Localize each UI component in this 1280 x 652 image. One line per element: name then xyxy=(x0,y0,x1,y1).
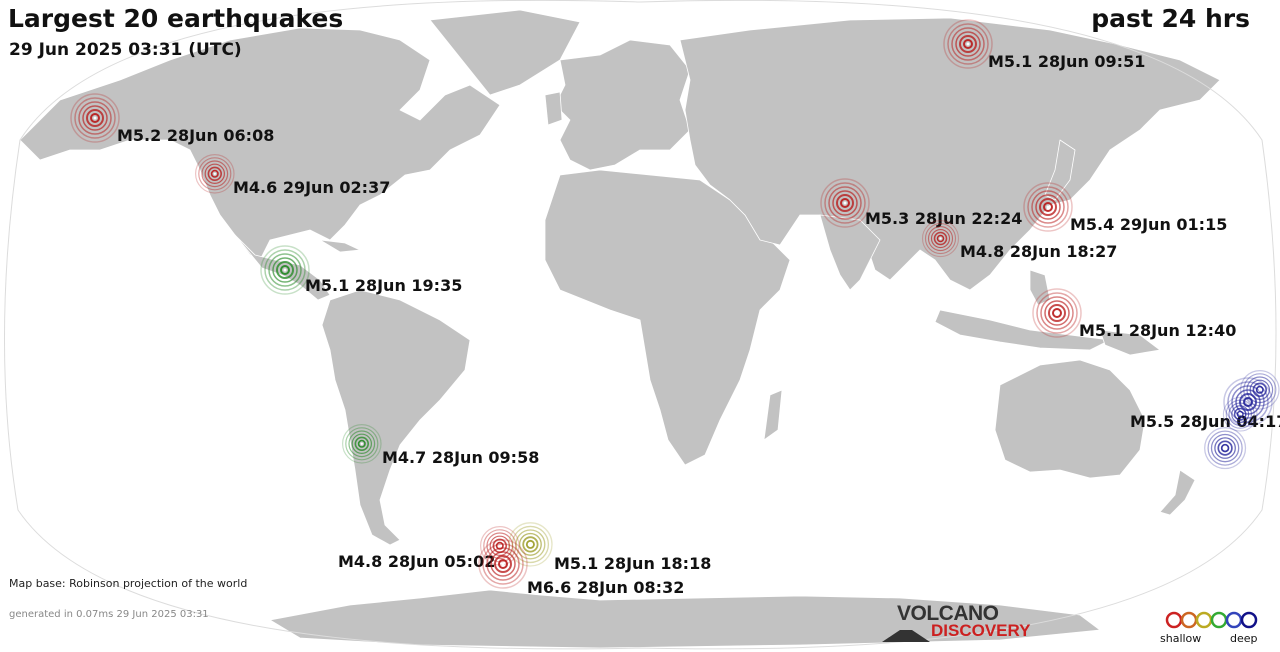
earthquake-marker[interactable] xyxy=(819,177,871,229)
earthquake-label: M4.8 28Jun 18:27 xyxy=(960,242,1118,261)
earthquake-label: M5.3 28Jun 22:24 xyxy=(865,209,1023,228)
earthquake-marker[interactable] xyxy=(507,521,554,568)
land-caribbean xyxy=(319,239,361,253)
earthquake-marker[interactable] xyxy=(942,18,994,70)
legend-ring xyxy=(1195,611,1213,629)
earthquake-marker[interactable] xyxy=(341,423,383,465)
earthquake-label: M5.4 29Jun 01:15 xyxy=(1070,215,1228,234)
volcano-discovery-logo[interactable]: VOLCANO DISCOVERY xyxy=(880,602,1040,642)
land-new-guinea xyxy=(1099,329,1161,356)
depth-legend: shallow deep xyxy=(1160,608,1270,648)
logo-text-volcano: VOLCANO xyxy=(897,602,999,625)
earthquake-marker[interactable] xyxy=(1203,426,1247,470)
earthquake-label: M5.1 28Jun 09:51 xyxy=(988,52,1146,71)
land-south-america xyxy=(321,289,471,546)
map-base-note: Map base: Robinson projection of the wor… xyxy=(9,577,248,590)
earthquake-marker[interactable] xyxy=(1031,287,1083,339)
depth-legend-rings xyxy=(1165,611,1258,629)
logo-text-discovery: DISCOVERY xyxy=(931,621,1031,640)
earthquake-label: M5.1 28Jun 19:35 xyxy=(305,276,463,295)
earthquake-marker[interactable] xyxy=(921,219,960,258)
land-madagascar xyxy=(763,389,783,441)
land-europe xyxy=(554,39,691,171)
land-australia xyxy=(994,359,1146,479)
earthquake-label: M4.8 28Jun 05:02 xyxy=(338,552,496,571)
land-greenland xyxy=(429,9,581,96)
land-antarctica xyxy=(269,589,1101,649)
land-new-zealand xyxy=(1159,469,1196,516)
map-outline xyxy=(4,0,1277,650)
earthquake-marker[interactable] xyxy=(194,153,236,195)
land-india xyxy=(819,214,881,291)
legend-ring xyxy=(1225,611,1243,629)
map-date: 29 Jun 2025 03:31 (UTC) xyxy=(9,40,242,60)
generated-note: generated in 0.07ms 29 Jun 2025 03:31 xyxy=(9,609,209,620)
legend-ring xyxy=(1210,611,1228,629)
legend-ring xyxy=(1180,611,1198,629)
legend-ring xyxy=(1165,611,1183,629)
earthquake-label: M5.2 28Jun 06:08 xyxy=(117,126,275,145)
earthquake-marker[interactable] xyxy=(69,92,121,144)
legend-shallow: shallow xyxy=(1160,632,1202,645)
earthquake-label: M5.5 28Jun 04:17 xyxy=(1130,412,1280,431)
earthquake-label: M4.7 28Jun 09:58 xyxy=(382,448,540,467)
land-uk xyxy=(544,91,563,126)
legend-deep: deep xyxy=(1230,632,1258,645)
earthquake-label: M6.6 28Jun 08:32 xyxy=(527,578,685,597)
map-title: Largest 20 earthquakes xyxy=(8,4,344,33)
earthquake-label: M4.6 29Jun 02:37 xyxy=(233,178,391,197)
volcano-icon xyxy=(882,630,930,642)
earthquake-marker[interactable] xyxy=(1222,396,1258,432)
map-period: past 24 hrs xyxy=(1091,4,1250,33)
land-north-america xyxy=(19,27,501,261)
earthquake-marker[interactable] xyxy=(259,244,311,296)
earthquake-marker[interactable] xyxy=(1239,369,1280,411)
land-indonesia xyxy=(934,309,1111,351)
land-asia xyxy=(679,17,1221,291)
earthquake-marker[interactable] xyxy=(477,538,529,590)
earthquake-label: M5.1 28Jun 18:18 xyxy=(554,554,712,573)
legend-ring xyxy=(1240,611,1258,629)
earthquake-marker[interactable] xyxy=(1022,181,1074,233)
land-japan xyxy=(1044,139,1076,201)
earthquake-label: M5.1 28Jun 12:40 xyxy=(1079,321,1237,340)
